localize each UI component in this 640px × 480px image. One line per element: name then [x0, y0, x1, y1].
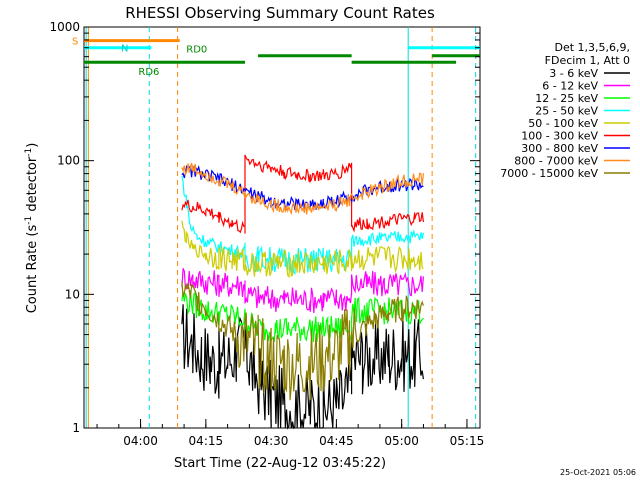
plot-frame [83, 26, 481, 429]
x-tick-label-0: 04:00 [123, 434, 158, 448]
y-tick-label-2: 100 [57, 154, 80, 168]
data-series [181, 154, 424, 430]
legend-label-6: 300 - 800 keV [521, 142, 598, 155]
legend-label-5: 100 - 300 keV [521, 130, 598, 143]
status-label-rd6: RD6 [138, 67, 159, 78]
status-label-rd0: RD0 [186, 45, 207, 56]
y-axis-label: Count Rate (s-1 detector-1) [24, 143, 40, 314]
status-bars: S N RD0 RD6 [72, 37, 480, 78]
chart-title: RHESSI Observing Summary Count Rates [125, 4, 435, 22]
x-tick-label-1: 04:15 [189, 434, 224, 448]
legend-header-0: Det 1,3,5,6,9, [554, 41, 630, 54]
y-axis: 1 10 100 1000 [49, 20, 480, 435]
legend-label-8: 7000 - 15000 keV [500, 167, 598, 180]
legend-label-3: 25 - 50 keV [535, 105, 598, 118]
x-tick-label-4: 05:00 [384, 434, 419, 448]
x-tick-label-3: 04:45 [319, 434, 354, 448]
series-line-8 [181, 281, 424, 401]
legend-label-0: 3 - 6 keV [549, 67, 598, 80]
y-tick-label-1: 10 [65, 287, 80, 301]
y-axis-label-sup1: -1 [24, 216, 34, 225]
status-label-s: S [72, 37, 78, 48]
series-line-4 [181, 220, 424, 279]
y-tick-label-3: 1000 [49, 20, 80, 34]
x-tick-label-2: 04:30 [254, 434, 289, 448]
y-axis-label-mid: detector [25, 156, 40, 216]
status-label-n: N [121, 44, 128, 55]
legend: Det 1,3,5,6,9,FDecim 1, Att 03 - 6 keV6 … [500, 41, 630, 180]
series-line-2 [181, 290, 424, 343]
legend-header-1: FDecim 1, Att 0 [545, 54, 630, 67]
series-line-0 [181, 304, 424, 430]
attenuator-markers [85, 27, 477, 428]
series-line-1 [181, 268, 424, 314]
x-axis-label: Start Time (22-Aug-12 03:45:22) [174, 456, 386, 471]
legend-label-4: 50 - 100 keV [528, 117, 598, 130]
series-line-7 [181, 162, 424, 216]
legend-label-2: 12 - 25 keV [535, 92, 598, 105]
y-axis-label-end: ) [25, 143, 40, 148]
y-axis-label-main: Count Rate (s [25, 225, 40, 314]
legend-label-1: 6 - 12 keV [542, 80, 598, 93]
y-tick-label-0: 1 [72, 421, 80, 435]
legend-label-7: 800 - 7000 keV [514, 155, 598, 168]
x-axis: 04:00 04:15 04:30 04:45 05:00 05:15 [96, 419, 485, 448]
series-line-5 [181, 154, 424, 234]
footer-timestamp: 25-Oct-2021 05:06 [560, 468, 636, 477]
series-line-3 [181, 175, 424, 275]
x-tick-label-5: 05:15 [450, 434, 485, 448]
y-axis-label-sup2: -1 [24, 148, 34, 157]
